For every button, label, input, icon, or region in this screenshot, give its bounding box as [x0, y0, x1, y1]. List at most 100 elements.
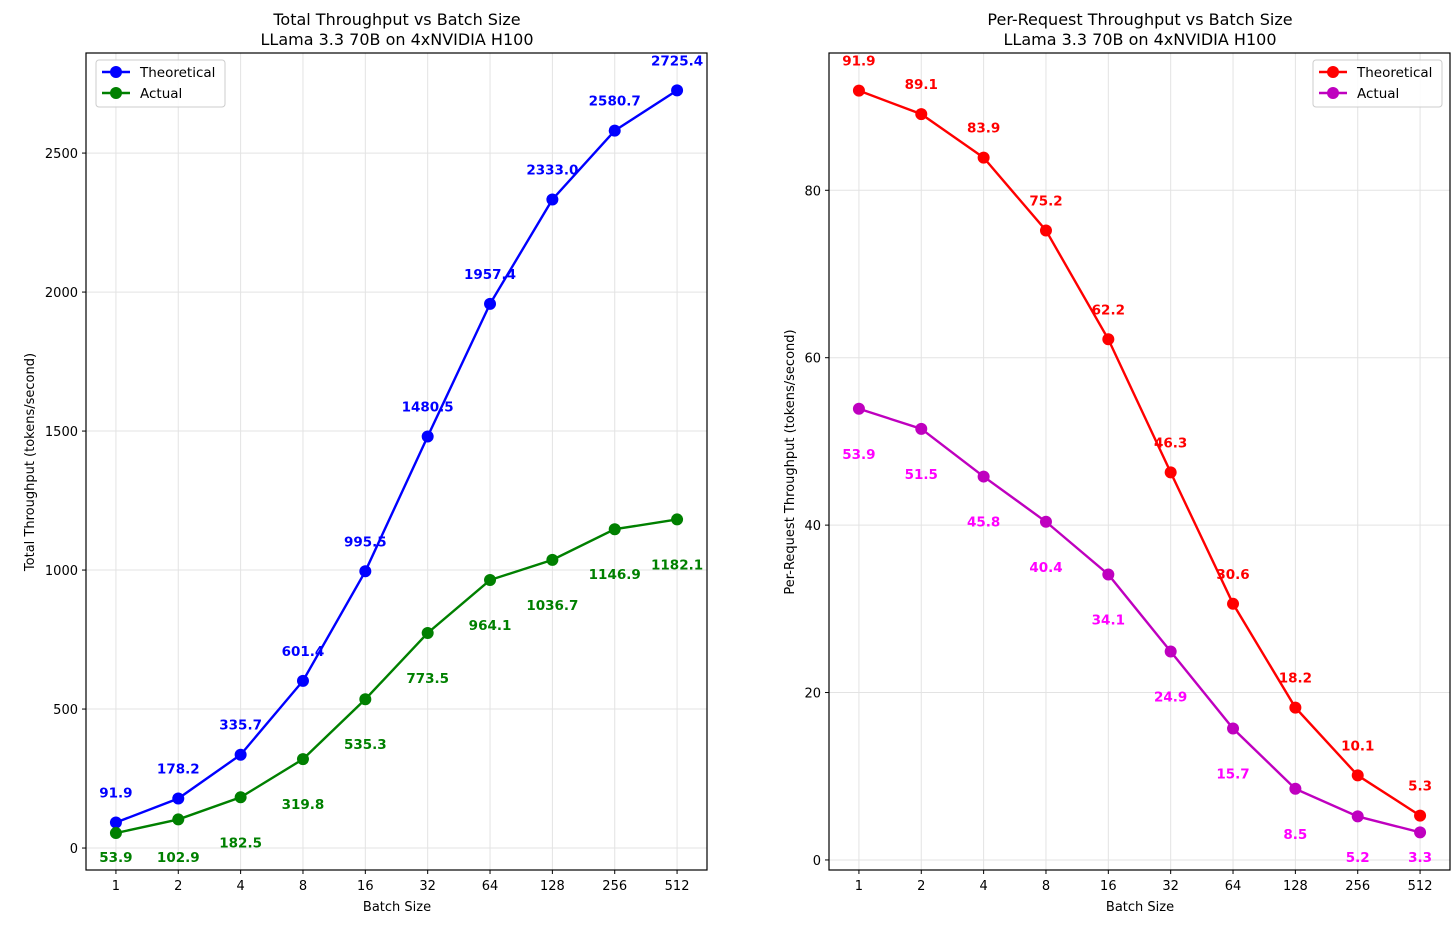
- x-tick-label: 64: [482, 879, 499, 894]
- x-tick-label: 1: [112, 879, 120, 894]
- legend: Theoretical Actual: [95, 59, 226, 108]
- data-point-theoretical: [608, 124, 621, 137]
- y-tick-label: 2000: [45, 286, 78, 301]
- data-point-actual: [1227, 722, 1240, 735]
- data-label-actual: 319.8: [282, 797, 325, 813]
- data-label-theoretical: 89.1: [905, 77, 938, 93]
- legend-label: Theoretical: [1356, 65, 1432, 81]
- data-point-actual: [296, 753, 309, 766]
- data-point-theoretical: [1227, 597, 1240, 610]
- data-point-theoretical: [359, 565, 372, 578]
- data-label-theoretical: 335.7: [219, 718, 262, 734]
- data-label-theoretical: 91.9: [99, 785, 132, 801]
- x-tick-label: 64: [1225, 879, 1242, 894]
- data-label-actual: 182.5: [219, 835, 262, 851]
- x-tick-label: 256: [1345, 879, 1370, 894]
- data-point-actual: [421, 627, 434, 640]
- y-axis-label: Per-Request Throughput (tokens/second): [783, 329, 798, 594]
- x-tick-label: 512: [665, 879, 690, 894]
- data-point-theoretical: [109, 816, 122, 829]
- legend-label: Actual: [1357, 86, 1399, 102]
- data-point-theoretical: [484, 297, 497, 310]
- series-line-theoretical: [115, 89, 678, 824]
- x-tick-label: 256: [602, 879, 627, 894]
- data-label-actual: 1182.1: [651, 557, 703, 573]
- data-label-actual: 53.9: [842, 447, 875, 463]
- data-label-actual: 5.2: [1346, 850, 1370, 866]
- chart-title: Per-Request Throughput vs Batch Size: [987, 10, 1292, 29]
- per-request-throughput-chart: Per-Request Throughput vs Batch Size LLa…: [783, 10, 1451, 915]
- data-point-theoretical: [1289, 701, 1302, 714]
- data-label-theoretical: 30.6: [1216, 567, 1249, 583]
- data-label-theoretical: 83.9: [967, 121, 1000, 137]
- data-point-actual: [671, 513, 684, 526]
- series-line-actual: [115, 518, 678, 835]
- series-line-actual: [858, 407, 1421, 834]
- data-point-actual: [1102, 568, 1115, 581]
- data-point-theoretical: [671, 84, 684, 97]
- y-tick-label: 2500: [45, 147, 78, 162]
- x-axis-label: Batch Size: [1106, 900, 1174, 915]
- legend-label: Theoretical: [139, 65, 215, 81]
- data-point-actual: [852, 402, 865, 415]
- data-label-actual: 1146.9: [589, 567, 641, 583]
- data-point-theoretical: [1414, 809, 1427, 822]
- y-tick-label: 80: [804, 184, 821, 199]
- data-point-actual: [1039, 515, 1052, 528]
- x-axis-label: Batch Size: [363, 900, 431, 915]
- data-label-actual: 45.8: [967, 515, 1000, 531]
- data-label-actual: 24.9: [1154, 690, 1187, 706]
- chart-subtitle: LLama 3.3 70B on 4xNVIDIA H100: [1004, 30, 1277, 49]
- data-point-theoretical: [172, 792, 185, 805]
- x-tick-label: 16: [1100, 879, 1117, 894]
- data-point-actual: [234, 791, 247, 804]
- x-tick-label: 8: [299, 879, 307, 894]
- data-point-actual: [1414, 826, 1427, 839]
- data-point-theoretical: [915, 108, 928, 121]
- chart-title: Total Throughput vs Batch Size: [272, 10, 520, 29]
- data-point-theoretical: [296, 674, 309, 687]
- data-label-actual: 3.3: [1408, 850, 1432, 866]
- data-point-actual: [1351, 810, 1364, 823]
- x-tick-label: 32: [1162, 879, 1179, 894]
- y-tick-label: 0: [70, 842, 78, 857]
- legend-marker: [110, 87, 122, 99]
- x-tick-label: 4: [979, 879, 987, 894]
- data-point-actual: [915, 422, 928, 435]
- y-tick-label: 40: [804, 519, 821, 534]
- legend: Theoretical Actual: [1312, 59, 1443, 108]
- data-label-theoretical: 10.1: [1341, 738, 1374, 754]
- data-label-theoretical: 178.2: [157, 762, 200, 778]
- data-point-theoretical: [1039, 224, 1052, 237]
- x-tick-label: 128: [540, 879, 565, 894]
- data-label-actual: 51.5: [905, 467, 938, 483]
- x-tick-label: 2: [917, 879, 925, 894]
- x-tick-label: 2: [174, 879, 182, 894]
- data-label-theoretical: 1957.4: [464, 267, 516, 283]
- legend-label: Actual: [140, 86, 182, 102]
- data-point-theoretical: [977, 151, 990, 164]
- x-tick-label: 4: [236, 879, 244, 894]
- data-point-actual: [359, 693, 372, 706]
- data-point-actual: [484, 574, 497, 587]
- data-label-actual: 535.3: [344, 737, 387, 753]
- legend-marker: [110, 66, 122, 78]
- data-label-actual: 964.1: [469, 618, 512, 634]
- data-point-theoretical: [1164, 466, 1177, 479]
- data-label-theoretical: 1480.5: [402, 399, 454, 415]
- x-tick-label: 32: [419, 879, 436, 894]
- data-label-actual: 102.9: [157, 850, 200, 866]
- x-tick-label: 16: [357, 879, 374, 894]
- x-tick-label: 1: [855, 879, 863, 894]
- data-label-actual: 34.1: [1092, 613, 1125, 629]
- y-axis-label: Total Throughput (tokens/second): [23, 353, 38, 572]
- y-tick-label: 500: [53, 703, 78, 718]
- data-label-theoretical: 91.9: [842, 54, 875, 70]
- data-point-theoretical: [1102, 333, 1115, 346]
- data-point-actual: [1164, 645, 1177, 658]
- data-label-theoretical: 62.2: [1092, 302, 1125, 318]
- data-label-theoretical: 2725.4: [651, 53, 703, 69]
- data-point-actual: [1289, 782, 1302, 795]
- chart-subtitle: LLama 3.3 70B on 4xNVIDIA H100: [261, 30, 534, 49]
